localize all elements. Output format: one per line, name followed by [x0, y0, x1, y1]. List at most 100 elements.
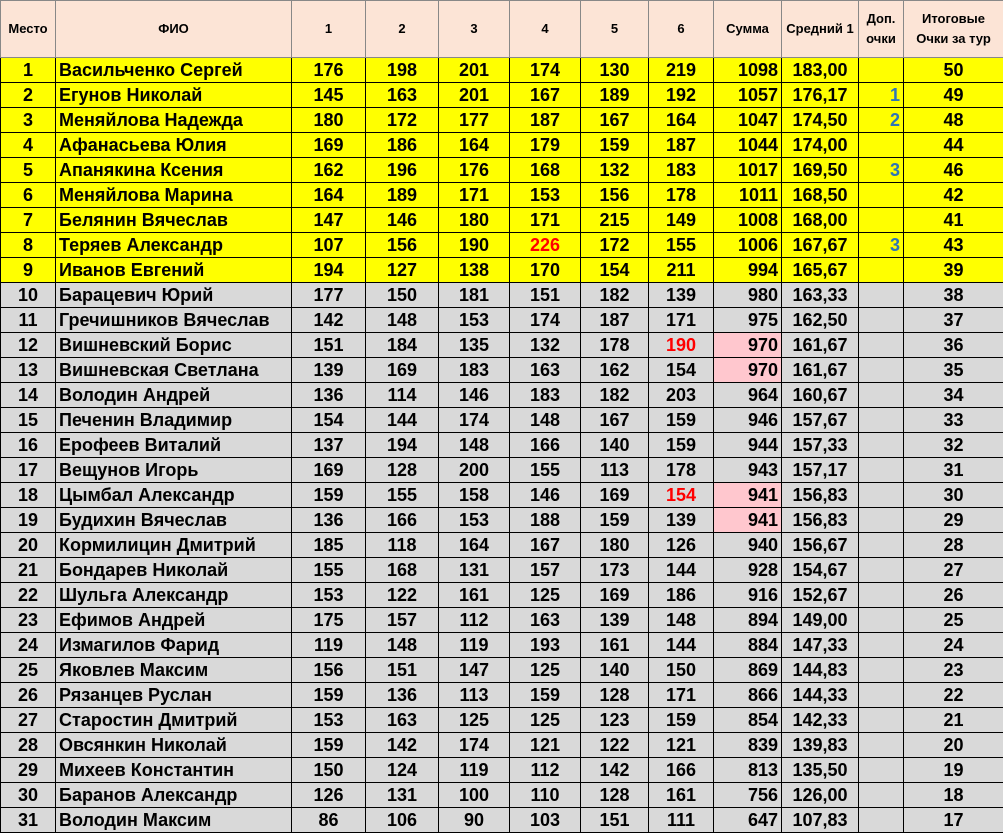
- cell-game-6[interactable]: 126: [648, 532, 714, 558]
- cell-average[interactable]: 168,00: [781, 207, 859, 233]
- cell-game-5[interactable]: 123: [580, 707, 649, 733]
- cell-name[interactable]: Меняйлова Надежда: [55, 107, 292, 133]
- cell-game-5[interactable]: 162: [580, 357, 649, 383]
- cell-sum[interactable]: 928: [713, 557, 782, 583]
- cell-game-2[interactable]: 106: [365, 807, 439, 833]
- cell-game-3[interactable]: 171: [438, 182, 510, 208]
- cell-total-points[interactable]: 36: [903, 332, 1003, 358]
- cell-name[interactable]: Бондарев Николай: [55, 557, 292, 583]
- cell-place[interactable]: 8: [0, 232, 56, 258]
- cell-place[interactable]: 1: [0, 57, 56, 83]
- cell-game-3[interactable]: 174: [438, 407, 510, 433]
- cell-game-1[interactable]: 153: [291, 582, 366, 608]
- cell-sum[interactable]: 1044: [713, 132, 782, 158]
- cell-game-4[interactable]: 112: [509, 757, 581, 783]
- cell-bonus[interactable]: [858, 507, 904, 533]
- cell-bonus[interactable]: [858, 582, 904, 608]
- cell-sum[interactable]: 946: [713, 407, 782, 433]
- cell-game-3[interactable]: 190: [438, 232, 510, 258]
- cell-game-1[interactable]: 136: [291, 507, 366, 533]
- cell-game-2[interactable]: 196: [365, 157, 439, 183]
- cell-average[interactable]: 139,83: [781, 732, 859, 758]
- cell-total-points[interactable]: 49: [903, 82, 1003, 108]
- header-total-points[interactable]: Итоговые Очки за тур: [903, 0, 1003, 58]
- cell-game-2[interactable]: 118: [365, 532, 439, 558]
- cell-game-6[interactable]: 144: [648, 632, 714, 658]
- cell-place[interactable]: 27: [0, 707, 56, 733]
- cell-game-3[interactable]: 153: [438, 507, 510, 533]
- cell-game-1[interactable]: 180: [291, 107, 366, 133]
- cell-bonus[interactable]: [858, 307, 904, 333]
- cell-game-2[interactable]: 163: [365, 707, 439, 733]
- cell-game-1[interactable]: 151: [291, 332, 366, 358]
- cell-game-6[interactable]: 171: [648, 682, 714, 708]
- cell-sum[interactable]: 970: [713, 332, 782, 358]
- cell-game-5[interactable]: 187: [580, 307, 649, 333]
- cell-game-2[interactable]: 186: [365, 132, 439, 158]
- cell-sum[interactable]: 943: [713, 457, 782, 483]
- cell-game-2[interactable]: 151: [365, 657, 439, 683]
- cell-game-1[interactable]: 119: [291, 632, 366, 658]
- cell-average[interactable]: 157,33: [781, 432, 859, 458]
- cell-game-5[interactable]: 182: [580, 382, 649, 408]
- cell-game-5[interactable]: 128: [580, 682, 649, 708]
- cell-game-3[interactable]: 201: [438, 57, 510, 83]
- cell-game-4[interactable]: 167: [509, 532, 581, 558]
- cell-sum[interactable]: 994: [713, 257, 782, 283]
- cell-average[interactable]: 168,50: [781, 182, 859, 208]
- cell-average[interactable]: 162,50: [781, 307, 859, 333]
- cell-game-1[interactable]: 185: [291, 532, 366, 558]
- cell-game-2[interactable]: 194: [365, 432, 439, 458]
- header-game-3[interactable]: 3: [438, 0, 510, 58]
- cell-game-1[interactable]: 137: [291, 432, 366, 458]
- cell-average[interactable]: 149,00: [781, 607, 859, 633]
- cell-game-6[interactable]: 159: [648, 707, 714, 733]
- cell-place[interactable]: 10: [0, 282, 56, 308]
- cell-total-points[interactable]: 19: [903, 757, 1003, 783]
- cell-total-points[interactable]: 20: [903, 732, 1003, 758]
- cell-game-3[interactable]: 148: [438, 432, 510, 458]
- cell-sum[interactable]: 940: [713, 532, 782, 558]
- cell-bonus[interactable]: [858, 407, 904, 433]
- cell-game-4[interactable]: 110: [509, 782, 581, 808]
- cell-game-3[interactable]: 164: [438, 132, 510, 158]
- cell-total-points[interactable]: 31: [903, 457, 1003, 483]
- cell-game-6[interactable]: 148: [648, 607, 714, 633]
- cell-total-points[interactable]: 21: [903, 707, 1003, 733]
- cell-game-1[interactable]: 126: [291, 782, 366, 808]
- cell-name[interactable]: Вещунов Игорь: [55, 457, 292, 483]
- cell-game-6[interactable]: 149: [648, 207, 714, 233]
- cell-bonus[interactable]: 2: [858, 107, 904, 133]
- cell-sum[interactable]: 944: [713, 432, 782, 458]
- cell-game-1[interactable]: 162: [291, 157, 366, 183]
- cell-game-6[interactable]: 164: [648, 107, 714, 133]
- cell-game-3[interactable]: 119: [438, 632, 510, 658]
- cell-sum[interactable]: 916: [713, 582, 782, 608]
- cell-game-5[interactable]: 156: [580, 182, 649, 208]
- cell-name[interactable]: Гречишников Вячеслав: [55, 307, 292, 333]
- cell-game-5[interactable]: 159: [580, 507, 649, 533]
- cell-bonus[interactable]: [858, 457, 904, 483]
- cell-game-4[interactable]: 125: [509, 582, 581, 608]
- cell-bonus[interactable]: [858, 257, 904, 283]
- cell-game-6[interactable]: 154: [648, 357, 714, 383]
- cell-sum[interactable]: 839: [713, 732, 782, 758]
- cell-sum[interactable]: 1057: [713, 82, 782, 108]
- cell-average[interactable]: 135,50: [781, 757, 859, 783]
- cell-sum[interactable]: 854: [713, 707, 782, 733]
- cell-game-2[interactable]: 128: [365, 457, 439, 483]
- cell-total-points[interactable]: 50: [903, 57, 1003, 83]
- cell-place[interactable]: 23: [0, 607, 56, 633]
- cell-game-1[interactable]: 156: [291, 657, 366, 683]
- cell-game-3[interactable]: 180: [438, 207, 510, 233]
- cell-game-6[interactable]: 139: [648, 507, 714, 533]
- cell-bonus[interactable]: [858, 57, 904, 83]
- cell-game-2[interactable]: 169: [365, 357, 439, 383]
- cell-place[interactable]: 5: [0, 157, 56, 183]
- cell-game-5[interactable]: 189: [580, 82, 649, 108]
- cell-game-3[interactable]: 176: [438, 157, 510, 183]
- cell-game-4[interactable]: 193: [509, 632, 581, 658]
- cell-game-1[interactable]: 150: [291, 757, 366, 783]
- cell-bonus[interactable]: [858, 207, 904, 233]
- cell-bonus[interactable]: [858, 182, 904, 208]
